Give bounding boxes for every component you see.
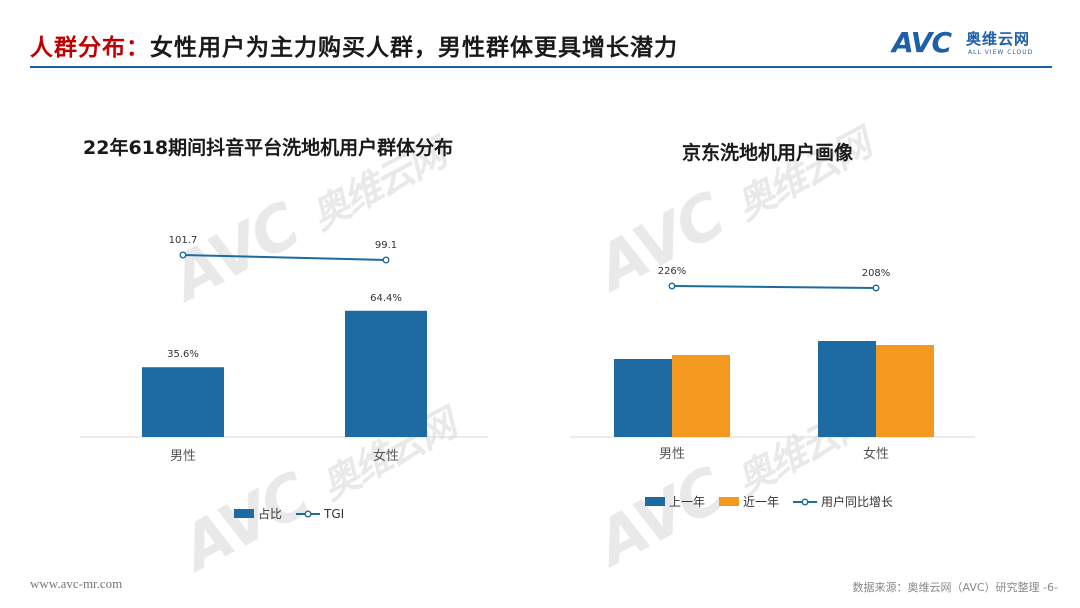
point-label: 208%	[862, 268, 891, 279]
legend-swatch	[719, 497, 739, 506]
avc-logo: AVC 奥维云网 ALL VIEW CLOUD	[892, 22, 1052, 62]
legend-marker	[304, 510, 312, 518]
legend-label: TGI	[323, 507, 344, 521]
category-label: 男性	[170, 449, 196, 464]
point-label: 99.1	[375, 240, 397, 251]
bar-近一年-女性	[876, 345, 934, 437]
category-label: 女性	[863, 446, 889, 462]
point-label: 226%	[658, 266, 687, 277]
page-title-accent: 人群分布：	[30, 35, 150, 61]
chart-title-douyin: 22年618期间抖音平台洗地机用户群体分布	[83, 137, 454, 159]
chart-title-jd: 京东洗地机用户画像	[682, 142, 854, 164]
bar-占比-男性	[142, 367, 224, 437]
page-title-rest: 女性用户为主力购买人群，男性群体更具增长潜力	[150, 35, 678, 61]
series-point	[179, 251, 187, 259]
bar-占比-女性	[345, 310, 427, 437]
footer-url[interactable]: www.avc-mr.com	[30, 576, 123, 591]
logo-cn: 奥维云网	[966, 30, 1031, 48]
logo-en: ALL VIEW CLOUD	[968, 49, 1034, 56]
bar-上一年-女性	[818, 341, 876, 437]
bar-近一年-男性	[672, 355, 730, 437]
point-label: 101.7	[169, 235, 198, 246]
bar-label: 64.4%	[370, 293, 402, 304]
legend-label: 占比	[258, 506, 282, 521]
logo-mark: AVC	[892, 26, 952, 59]
series-line-用户同比增长	[671, 285, 877, 289]
series-point	[872, 284, 880, 292]
legend-label: 用户同比增长	[821, 494, 893, 509]
series-line-TGI	[182, 254, 387, 261]
series-point	[382, 256, 390, 264]
legend-swatch	[234, 509, 254, 518]
header-divider	[30, 66, 1052, 68]
bar-上一年-男性	[614, 359, 672, 437]
series-point	[668, 282, 676, 290]
legend-marker	[801, 498, 809, 506]
page-title: 人群分布：女性用户为主力购买人群，男性群体更具增长潜力	[30, 28, 678, 62]
legend-swatch	[645, 497, 665, 506]
category-label: 男性	[659, 447, 685, 462]
bar-label: 35.6%	[167, 349, 199, 360]
category-label: 女性	[373, 448, 399, 464]
legend-label: 近一年	[743, 495, 779, 509]
legend-label: 上一年	[669, 495, 705, 509]
footer-source: 数据来源：奥维云网（AVC）研究整理 -6-	[852, 581, 1058, 594]
